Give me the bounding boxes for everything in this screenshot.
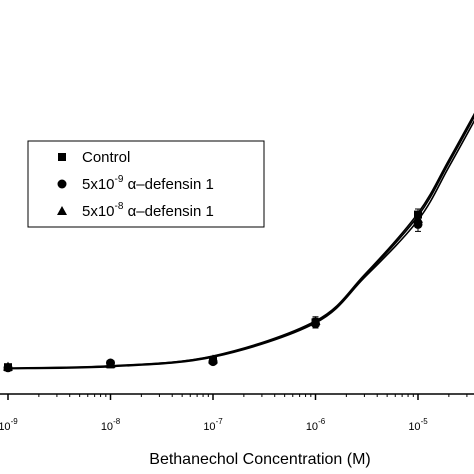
x-tick-base: 10: [306, 421, 318, 433]
x-tick-label: 10-5: [408, 417, 428, 433]
plot-area: [3, 112, 474, 373]
x-tick-exponent: -7: [216, 417, 224, 426]
data-point-triangle: [3, 361, 13, 371]
data-point-triangle: [105, 358, 116, 368]
x-tick-labels: 10-9 10-8 10-7 10-6 10-5: [0, 417, 428, 433]
legend-marker-circle: [57, 179, 67, 189]
x-tick-exponent: -5: [421, 417, 429, 426]
series-triangle: [3, 115, 474, 371]
x-tick-base: 10: [0, 421, 11, 433]
x-tick-label: 10-9: [0, 417, 18, 433]
legend-box: [27, 140, 265, 228]
legend-label: 5x10-8 α–defensin 1: [82, 201, 214, 220]
x-tick-base: 10: [203, 421, 215, 433]
data-point-triangle: [413, 213, 423, 223]
legend-marker-square: [58, 153, 66, 161]
legend: Control 5x10-9 α–defensin 1 5x10-8 α–defen…: [27, 140, 265, 228]
x-tick-base: 10: [408, 421, 420, 433]
legend-marker-triangle: [57, 206, 67, 215]
x-tick-label: 10-7: [203, 417, 223, 433]
data-point-triangle: [208, 354, 218, 364]
legend-label: Control: [82, 149, 130, 166]
x-tick-exponent: -8: [113, 417, 121, 426]
x-tick-base: 10: [101, 421, 113, 433]
legend-entry: Control: [58, 149, 130, 166]
x-axis: [0, 393, 474, 400]
legend-label: 5x10-9 α–defensin 1: [82, 174, 214, 193]
data-point-triangle: [310, 316, 321, 325]
x-tick-exponent: -9: [11, 417, 19, 426]
legend-entry: 5x10-9 α–defensin 1: [57, 174, 214, 193]
x-tick-exponent: -6: [318, 417, 326, 426]
legend-entry: 5x10-8 α–defensin 1: [57, 201, 214, 220]
x-tick-label: 10-6: [306, 417, 326, 433]
x-tick-label: 10-8: [101, 417, 121, 433]
x-axis-title: Bethanechol Concentration (M): [149, 451, 370, 468]
